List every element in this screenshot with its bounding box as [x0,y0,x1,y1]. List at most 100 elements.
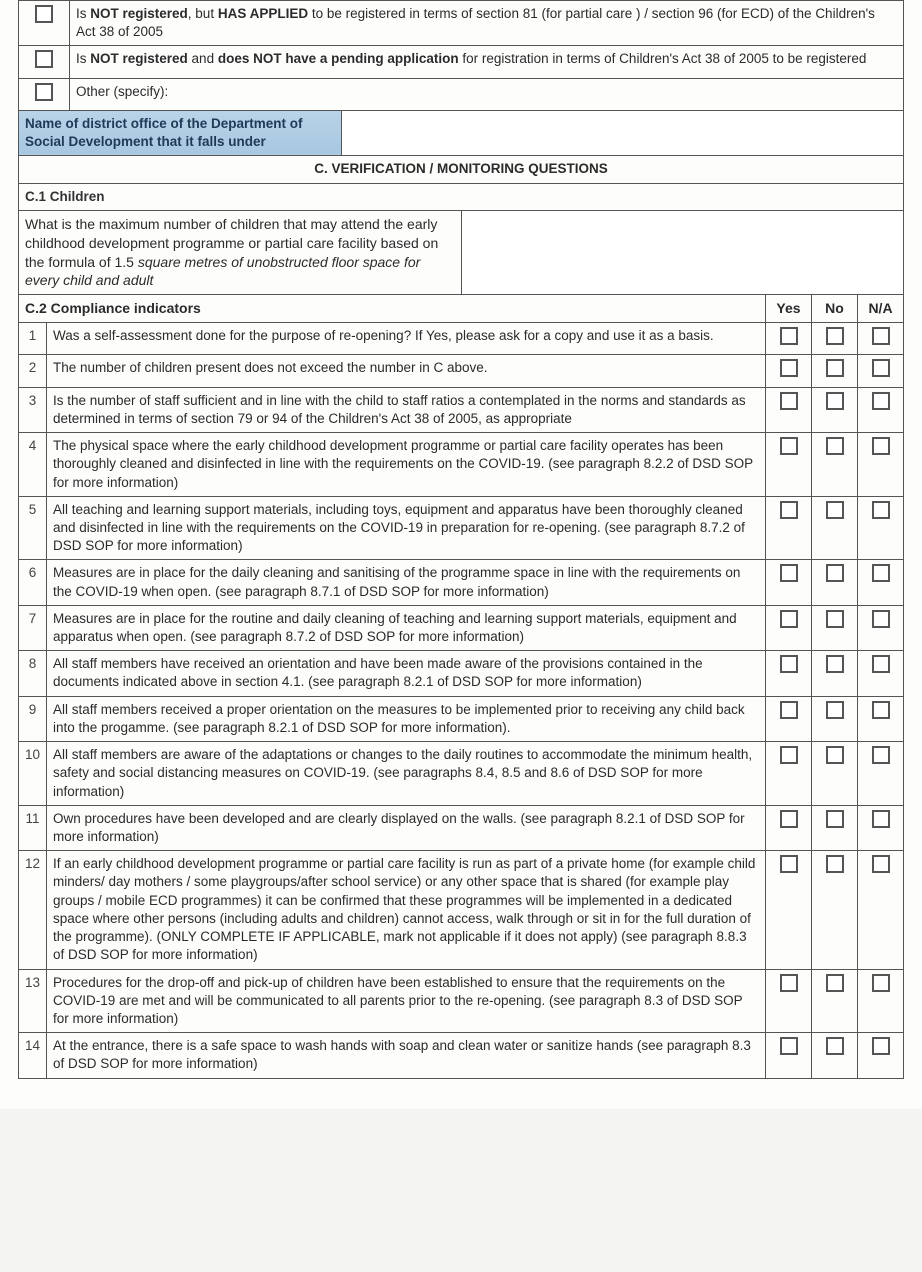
indicator-number: 6 [19,560,47,605]
col-yes: Yes [766,295,812,323]
checkbox-no[interactable] [812,355,858,387]
checkbox-no[interactable] [812,851,858,969]
checkbox-icon [780,610,798,628]
checkbox-no[interactable] [812,605,858,650]
checkbox-yes[interactable] [766,323,812,355]
checkbox-icon [826,327,844,345]
c1-answer-input[interactable] [461,210,904,295]
checkbox-yes[interactable] [766,696,812,741]
checkbox-na[interactable] [858,805,904,850]
checkbox-na[interactable] [858,323,904,355]
checkbox-icon [872,855,890,873]
checkbox-no[interactable] [812,742,858,806]
checkbox-icon [826,746,844,764]
checkbox-icon [872,392,890,410]
indicator-number: 11 [19,805,47,850]
indicator-text: All staff members have received an orien… [47,651,766,696]
checkbox-na[interactable] [858,1033,904,1078]
indicator-number: 8 [19,651,47,696]
checkbox-no[interactable] [812,496,858,560]
checkbox-yes[interactable] [766,651,812,696]
checkbox-no[interactable] [812,323,858,355]
checkbox-yes[interactable] [766,560,812,605]
checkbox-icon [872,437,890,455]
checkbox-na[interactable] [858,969,904,1033]
indicator-text: Own procedures have been developed and a… [47,805,766,850]
checkbox-yes[interactable] [766,851,812,969]
checkbox-no[interactable] [812,433,858,497]
checkbox-na[interactable] [858,696,904,741]
district-office-label: Name of district office of the Departmen… [19,110,342,155]
indicator-text: All teaching and learning support materi… [47,496,766,560]
checkbox-icon [780,392,798,410]
col-no: No [812,295,858,323]
registration-options-table: Is NOT registered, but HAS APPLIED to be… [18,0,904,111]
indicator-text: Procedures for the drop-off and pick-up … [47,969,766,1033]
checkbox-yes[interactable] [766,355,812,387]
indicator-text: All staff members received a proper orie… [47,696,766,741]
checkbox-no[interactable] [812,651,858,696]
checkbox-yes[interactable] [766,969,812,1033]
checkbox-no[interactable] [812,805,858,850]
checkbox-no[interactable] [812,560,858,605]
indicator-number: 2 [19,355,47,387]
checkbox-icon [826,437,844,455]
checkbox-yes[interactable] [766,387,812,432]
checkbox-icon [826,855,844,873]
checkbox-na[interactable] [858,433,904,497]
checkbox-icon [872,701,890,719]
indicator-number: 12 [19,851,47,969]
indicator-text: The number of children present does not … [47,355,766,387]
checkbox-na[interactable] [858,355,904,387]
reg-option-checkbox[interactable] [19,78,70,110]
table-row: 3Is the number of staff sufficient and i… [19,387,904,432]
checkbox-icon [826,610,844,628]
indicator-text: If an early childhood development progra… [47,851,766,969]
checkbox-no[interactable] [812,1033,858,1078]
indicator-text: At the entrance, there is a safe space t… [47,1033,766,1078]
checkbox-icon [780,501,798,519]
indicator-text: Was a self-assessment done for the purpo… [47,323,766,355]
table-row: 13Procedures for the drop-off and pick-u… [19,969,904,1033]
table-row: 10All staff members are aware of the ada… [19,742,904,806]
checkbox-no[interactable] [812,387,858,432]
checkbox-icon [826,810,844,828]
checkbox-yes[interactable] [766,433,812,497]
checkbox-na[interactable] [858,651,904,696]
table-row: 6Measures are in place for the daily cle… [19,560,904,605]
c1-question: What is the maximum number of children t… [19,210,462,295]
checkbox-icon [826,359,844,377]
indicator-number: 4 [19,433,47,497]
indicator-text: All staff members are aware of the adapt… [47,742,766,806]
checkbox-icon [826,392,844,410]
checkbox-no[interactable] [812,969,858,1033]
indicator-text: Is the number of staff sufficient and in… [47,387,766,432]
checkbox-yes[interactable] [766,742,812,806]
checkbox-no[interactable] [812,696,858,741]
checkbox-icon [35,83,53,101]
checkbox-yes[interactable] [766,1033,812,1078]
checkbox-yes[interactable] [766,805,812,850]
indicator-number: 3 [19,387,47,432]
reg-option-text: Is NOT registered and does NOT have a pe… [70,46,904,78]
reg-option-checkbox[interactable] [19,1,70,46]
indicator-number: 7 [19,605,47,650]
checkbox-yes[interactable] [766,605,812,650]
indicator-number: 14 [19,1033,47,1078]
checkbox-na[interactable] [858,742,904,806]
checkbox-icon [780,327,798,345]
checkbox-na[interactable] [858,560,904,605]
checkbox-na[interactable] [858,496,904,560]
checkbox-na[interactable] [858,851,904,969]
checkbox-yes[interactable] [766,496,812,560]
reg-option-checkbox[interactable] [19,46,70,78]
checkbox-na[interactable] [858,605,904,650]
section-c-title: C. VERIFICATION / MONITORING QUESTIONS [19,156,904,183]
checkbox-na[interactable] [858,387,904,432]
table-row: 12If an early childhood development prog… [19,851,904,969]
indicator-number: 9 [19,696,47,741]
checkbox-icon [872,327,890,345]
district-office-input[interactable] [342,110,904,155]
table-row: 9All staff members received a proper ori… [19,696,904,741]
checkbox-icon [872,610,890,628]
